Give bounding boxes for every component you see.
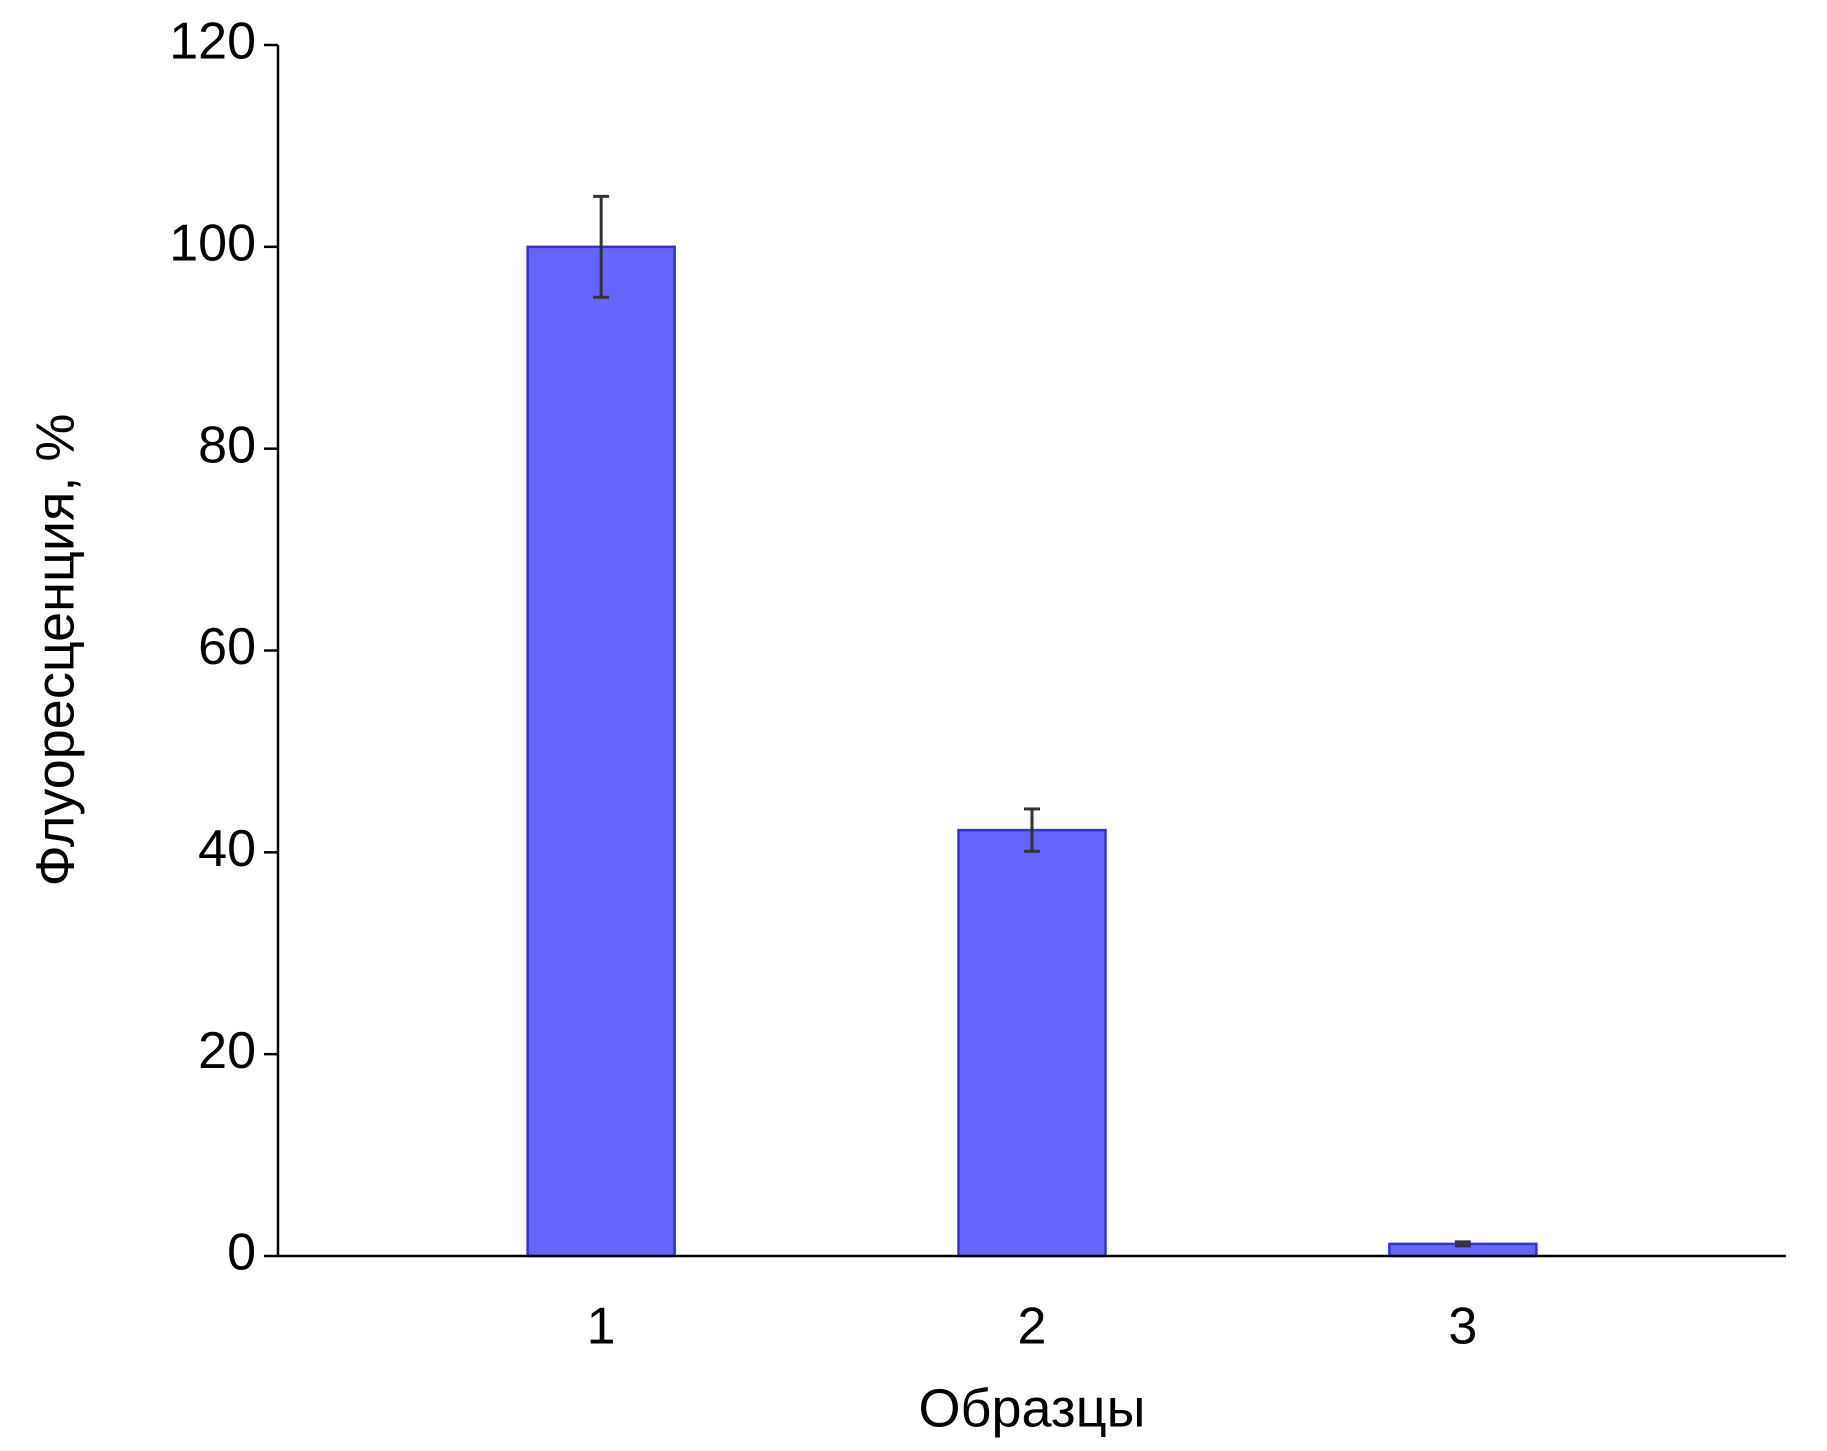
x-tick-label: 2	[1018, 1298, 1047, 1356]
x-axis-label: Образцы	[919, 1378, 1146, 1438]
x-tick-label: 1	[587, 1298, 616, 1356]
y-tick-label: 40	[198, 820, 256, 878]
error-bar	[1454, 1240, 1471, 1248]
y-axis-label: Флуоресценция, %	[25, 414, 85, 887]
error-bar	[593, 194, 610, 299]
error-bar	[1024, 807, 1040, 853]
y-tick-label: 80	[198, 416, 256, 474]
bar	[957, 828, 1107, 1258]
bar	[526, 245, 676, 1258]
y-tick-label: 20	[198, 1022, 256, 1080]
x-tick-label: 3	[1448, 1298, 1477, 1356]
y-tick-label: 120	[169, 13, 256, 71]
y-tick-label: 60	[198, 618, 256, 676]
y-tick-label: 100	[169, 215, 256, 273]
y-tick-label: 0	[227, 1224, 256, 1282]
